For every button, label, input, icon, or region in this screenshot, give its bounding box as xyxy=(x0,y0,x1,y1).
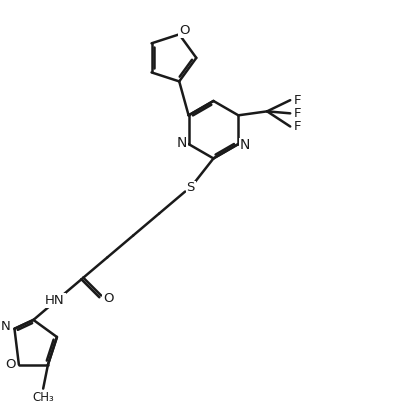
Text: CH₃: CH₃ xyxy=(32,391,54,404)
Text: F: F xyxy=(294,94,301,107)
Text: O: O xyxy=(179,24,189,37)
Text: N: N xyxy=(1,320,10,333)
Text: S: S xyxy=(187,181,195,194)
Text: F: F xyxy=(294,120,301,133)
Text: N: N xyxy=(239,138,250,152)
Text: O: O xyxy=(5,358,15,371)
Text: O: O xyxy=(103,291,113,305)
Text: N: N xyxy=(177,136,188,150)
Text: HN: HN xyxy=(45,294,65,307)
Text: F: F xyxy=(294,107,301,120)
